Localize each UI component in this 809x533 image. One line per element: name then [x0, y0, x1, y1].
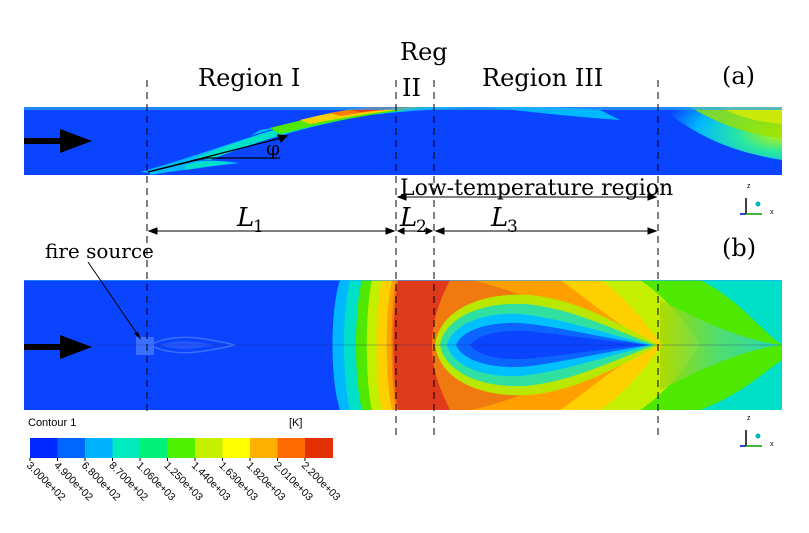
svg-text:L: L: [399, 203, 417, 233]
svg-text:2: 2: [416, 217, 427, 237]
panel-a-contour: [24, 107, 782, 175]
angle-phi-label: φ: [266, 136, 280, 160]
svg-text:L: L: [490, 203, 508, 233]
svg-text:3: 3: [507, 217, 518, 237]
length-label-3: L 3: [490, 203, 518, 237]
legend-tick-labels: 3.000e+024.900e+026.800e+028.700e+021.06…: [24, 458, 343, 504]
low-temperature-label: Low-temperature region: [400, 176, 673, 201]
svg-text:z: z: [747, 415, 751, 422]
inflow-arrow-b: [24, 335, 92, 359]
legend-swatch: [30, 438, 58, 458]
region-2-label-bottom: II: [402, 74, 421, 102]
panel-b-contour: [24, 280, 782, 410]
svg-text:1: 1: [253, 217, 264, 237]
inflow-arrow-a: [24, 129, 92, 153]
legend-swatch: [250, 438, 278, 458]
legend-swatch: [57, 438, 86, 458]
svg-text:z: z: [747, 183, 751, 190]
region-3-label: Region III: [482, 64, 603, 92]
region-boundaries: [146, 80, 659, 437]
region-2-label-top: Reg: [400, 38, 448, 66]
legend-swatch: [222, 438, 251, 458]
angle-construction: [147, 134, 289, 173]
svg-text:x: x: [770, 209, 774, 216]
svg-text:L: L: [236, 203, 254, 233]
legend-swatch: [277, 438, 306, 458]
legend-swatch: [305, 438, 333, 458]
length-label-2: L 2: [399, 203, 427, 237]
fire-source-pointer: [87, 261, 141, 339]
legend-colorbar: [30, 438, 333, 458]
axis-triad-icon-b: x z: [740, 415, 774, 448]
legend-swatch: [140, 438, 168, 458]
svg-text:x: x: [770, 441, 774, 448]
length-label-1: L 1: [236, 203, 264, 237]
fire-source-label: fire source: [45, 239, 154, 263]
legend-title: Contour 1: [28, 417, 76, 429]
legend-swatch: [195, 438, 223, 458]
legend-unit: [K]: [289, 417, 302, 429]
axis-triad-icon-a: x z: [740, 183, 774, 216]
panel-a-label: (a): [722, 62, 755, 90]
panel-b-label: (b): [722, 234, 756, 262]
legend-swatch: [85, 438, 113, 458]
region-1-label: Region I: [198, 64, 300, 92]
legend-swatch: [112, 438, 141, 458]
dimension-lines: [147, 193, 658, 235]
legend-swatch: [167, 438, 196, 458]
